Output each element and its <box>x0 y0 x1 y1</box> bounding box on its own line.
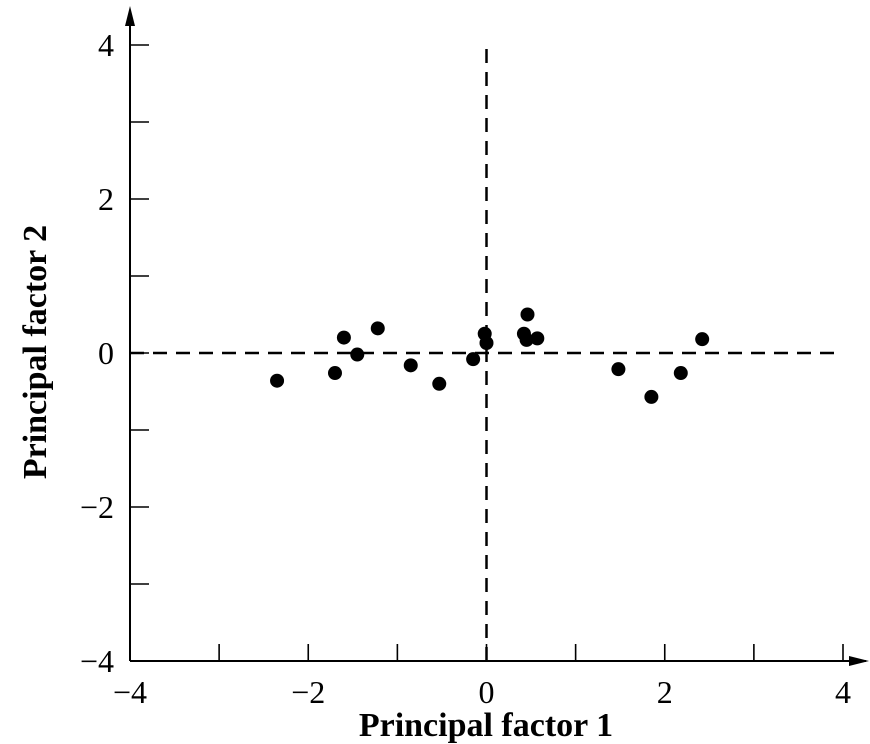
data-point <box>519 332 534 347</box>
x-tick-label: −2 <box>291 674 325 710</box>
y-tick-label: −4 <box>80 643 114 679</box>
data-point <box>530 331 545 346</box>
y-tick-label: 2 <box>98 181 114 217</box>
x-tick-label: −4 <box>113 674 147 710</box>
x-tick-label: 0 <box>479 674 495 710</box>
x-tick-label: 2 <box>657 674 673 710</box>
y-tick-label: 4 <box>98 27 114 63</box>
y-tick-label: 0 <box>98 335 114 371</box>
data-points <box>270 307 710 404</box>
data-point <box>270 373 285 388</box>
data-point <box>370 321 385 336</box>
reference-lines <box>130 45 843 661</box>
data-point <box>611 362 626 377</box>
data-point <box>466 352 481 367</box>
data-point <box>644 389 659 404</box>
data-point <box>403 358 418 373</box>
ticks <box>130 44 844 661</box>
data-point <box>695 332 710 347</box>
y-axis-title: Principal factor 2 <box>17 225 54 479</box>
data-point <box>432 376 447 391</box>
tick-labels: −4 −2 0 2 4 −4 −2 0 2 4 <box>80 27 851 710</box>
data-point <box>479 335 494 350</box>
data-point <box>350 347 365 362</box>
x-axis-title: Principal factor 1 <box>359 707 613 744</box>
data-point <box>336 330 351 345</box>
x-tick-label: 4 <box>835 674 851 710</box>
data-point <box>327 366 342 381</box>
data-point <box>673 366 688 381</box>
x-axis-arrow-icon <box>849 656 869 666</box>
y-axis-arrow-icon <box>125 6 135 26</box>
axes <box>125 6 869 666</box>
data-point <box>520 307 535 322</box>
y-tick-label: −2 <box>80 489 114 525</box>
